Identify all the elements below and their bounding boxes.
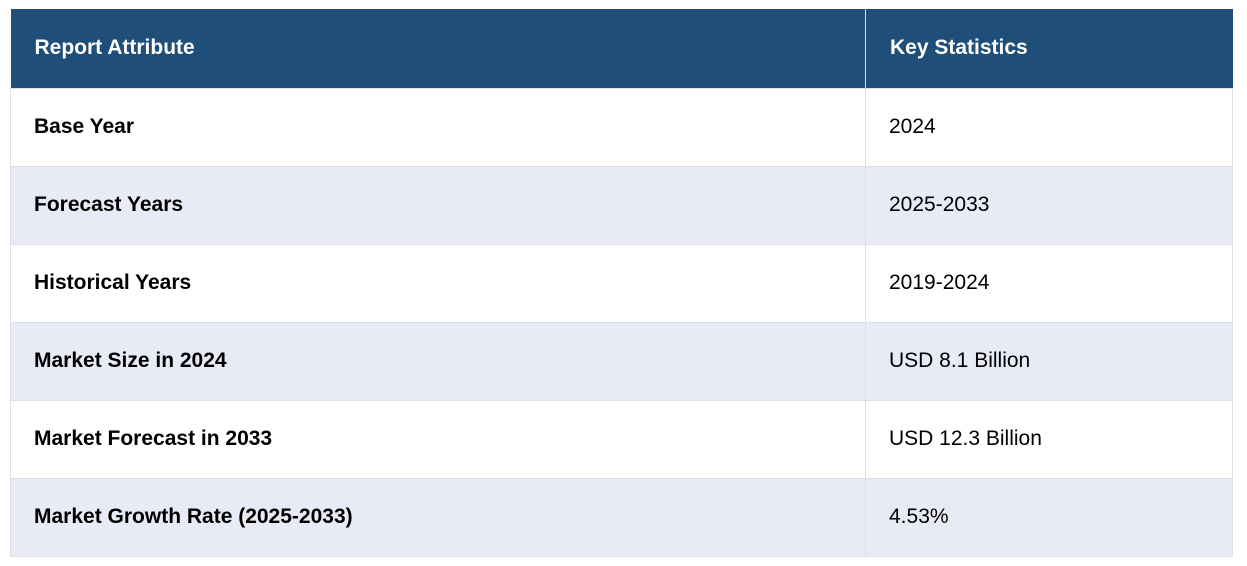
table-row: Base Year 2024	[10, 87, 1233, 167]
row-value: 4.53%	[865, 477, 1233, 557]
row-value: 2025-2033	[865, 165, 1233, 245]
row-attribute: Market Growth Rate (2025-2033)	[10, 477, 866, 557]
row-attribute: Market Size in 2024	[10, 321, 866, 401]
report-statistics-table: Report Attribute Key Statistics Base Yea…	[10, 9, 1233, 557]
row-value: USD 8.1 Billion	[865, 321, 1233, 401]
row-attribute: Market Forecast in 2033	[10, 399, 866, 479]
table-row: Market Forecast in 2033 USD 12.3 Billion	[10, 399, 1233, 479]
row-value: USD 12.3 Billion	[865, 399, 1233, 479]
row-attribute: Forecast Years	[10, 165, 866, 245]
table-header: Report Attribute Key Statistics	[10, 9, 1233, 88]
table-row: Historical Years 2019-2024	[10, 243, 1233, 323]
row-attribute: Base Year	[10, 87, 866, 167]
header-report-attribute: Report Attribute	[10, 9, 866, 88]
row-value: 2019-2024	[865, 243, 1233, 323]
table-row: Market Size in 2024 USD 8.1 Billion	[10, 321, 1233, 401]
row-attribute: Historical Years	[10, 243, 866, 323]
row-value: 2024	[865, 87, 1233, 167]
table-row: Forecast Years 2025-2033	[10, 165, 1233, 245]
header-row: Report Attribute Key Statistics	[10, 9, 1233, 88]
header-key-statistics: Key Statistics	[865, 9, 1233, 88]
table-row: Market Growth Rate (2025-2033) 4.53%	[10, 477, 1233, 557]
table-body: Base Year 2024 Forecast Years 2025-2033 …	[10, 87, 1233, 557]
